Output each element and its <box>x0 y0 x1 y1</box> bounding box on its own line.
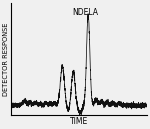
Text: NDELA: NDELA <box>72 8 99 17</box>
Y-axis label: DETECTOR RESPONSE: DETECTOR RESPONSE <box>3 23 9 96</box>
X-axis label: TIME: TIME <box>70 116 88 126</box>
